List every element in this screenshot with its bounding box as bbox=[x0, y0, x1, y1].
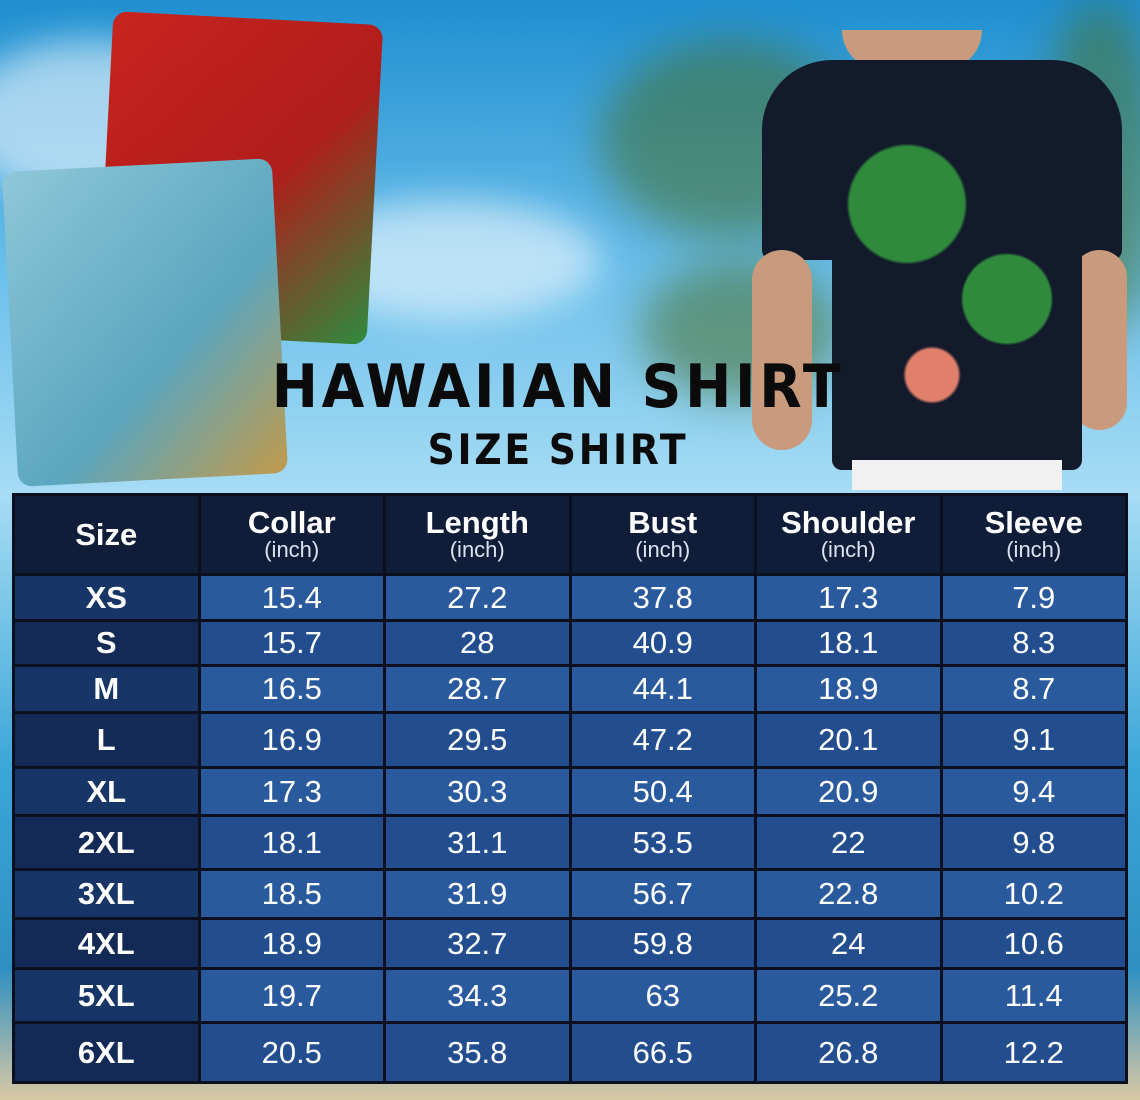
cell-bust: 63 bbox=[568, 967, 757, 1024]
cell-bust: 40.9 bbox=[568, 619, 757, 667]
cell-size: XS bbox=[12, 573, 201, 622]
cell-length: 28 bbox=[383, 619, 572, 667]
cell-collar: 20.5 bbox=[197, 1021, 386, 1084]
cell-collar: 17.3 bbox=[197, 766, 386, 817]
cell-shoulder: 20.9 bbox=[754, 766, 943, 817]
table-row: 5XL 19.7 34.3 63 25.2 11.4 bbox=[12, 967, 1128, 1024]
cell-size: 5XL bbox=[12, 967, 201, 1024]
table-row: 6XL 20.5 35.8 66.5 26.8 12.2 bbox=[12, 1021, 1128, 1084]
cell-size: 4XL bbox=[12, 917, 201, 970]
cell-shoulder: 26.8 bbox=[754, 1021, 943, 1084]
cell-size: 6XL bbox=[12, 1021, 201, 1084]
cell-sleeve: 9.1 bbox=[939, 711, 1128, 769]
cell-collar: 15.4 bbox=[197, 573, 386, 622]
cell-shoulder: 22 bbox=[754, 814, 943, 871]
cell-shoulder: 25.2 bbox=[754, 967, 943, 1024]
cell-sleeve: 9.8 bbox=[939, 814, 1128, 871]
cell-length: 30.3 bbox=[383, 766, 572, 817]
cell-size: M bbox=[12, 664, 201, 714]
cell-size: 2XL bbox=[12, 814, 201, 871]
cell-size: S bbox=[12, 619, 201, 667]
cell-length: 31.9 bbox=[383, 868, 572, 920]
cell-sleeve: 9.4 bbox=[939, 766, 1128, 817]
cell-length: 34.3 bbox=[383, 967, 572, 1024]
table-header-row: Size Collar (inch) Length (inch) Bust (inch… bbox=[12, 493, 1128, 576]
column-header-collar: Collar (inch) bbox=[197, 493, 386, 576]
cell-collar: 15.7 bbox=[197, 619, 386, 667]
cell-shoulder: 18.9 bbox=[754, 664, 943, 714]
cell-length: 29.5 bbox=[383, 711, 572, 769]
cell-length: 35.8 bbox=[383, 1021, 572, 1084]
cell-bust: 44.1 bbox=[568, 664, 757, 714]
cell-length: 31.1 bbox=[383, 814, 572, 871]
cell-length: 28.7 bbox=[383, 664, 572, 714]
cell-sleeve: 10.2 bbox=[939, 868, 1128, 920]
cell-shoulder: 17.3 bbox=[754, 573, 943, 622]
cell-bust: 59.8 bbox=[568, 917, 757, 970]
cell-bust: 66.5 bbox=[568, 1021, 757, 1084]
cell-length: 27.2 bbox=[383, 573, 572, 622]
cell-shoulder: 22.8 bbox=[754, 868, 943, 920]
column-header-sleeve: Sleeve (inch) bbox=[939, 493, 1128, 576]
table-row: XL 17.3 30.3 50.4 20.9 9.4 bbox=[12, 766, 1128, 817]
cell-collar: 16.5 bbox=[197, 664, 386, 714]
cell-shoulder: 24 bbox=[754, 917, 943, 970]
table-row: S 15.7 28 40.9 18.1 8.3 bbox=[12, 619, 1128, 667]
page-title: HAWAIIAN SHIRT bbox=[271, 352, 845, 422]
cell-collar: 18.9 bbox=[197, 917, 386, 970]
column-header-length: Length (inch) bbox=[383, 493, 572, 576]
cell-sleeve: 11.4 bbox=[939, 967, 1128, 1024]
table-row: 3XL 18.5 31.9 56.7 22.8 10.2 bbox=[12, 868, 1128, 920]
cell-bust: 37.8 bbox=[568, 573, 757, 622]
cell-length: 32.7 bbox=[383, 917, 572, 970]
cell-size: XL bbox=[12, 766, 201, 817]
cell-shoulder: 20.1 bbox=[754, 711, 943, 769]
table-row: 4XL 18.9 32.7 59.8 24 10.6 bbox=[12, 917, 1128, 970]
page-subtitle: SIZE SHIRT bbox=[427, 425, 689, 474]
table-row: XS 15.4 27.2 37.8 17.3 7.9 bbox=[12, 573, 1128, 622]
table-row: L 16.9 29.5 47.2 20.1 9.1 bbox=[12, 711, 1128, 769]
size-chart-table: Size Collar (inch) Length (inch) Bust (inch… bbox=[12, 493, 1128, 1084]
cell-collar: 16.9 bbox=[197, 711, 386, 769]
model-shirt-image bbox=[752, 30, 1130, 490]
cell-sleeve: 8.3 bbox=[939, 619, 1128, 667]
table-row: 2XL 18.1 31.1 53.5 22 9.8 bbox=[12, 814, 1128, 871]
cell-bust: 53.5 bbox=[568, 814, 757, 871]
column-header-size: Size bbox=[12, 493, 201, 576]
cell-shoulder: 18.1 bbox=[754, 619, 943, 667]
cell-sleeve: 7.9 bbox=[939, 573, 1128, 622]
column-header-shoulder: Shoulder (inch) bbox=[754, 493, 943, 576]
cell-collar: 19.7 bbox=[197, 967, 386, 1024]
cell-bust: 47.2 bbox=[568, 711, 757, 769]
cell-size: L bbox=[12, 711, 201, 769]
table-row: M 16.5 28.7 44.1 18.9 8.7 bbox=[12, 664, 1128, 714]
cell-collar: 18.5 bbox=[197, 868, 386, 920]
cell-sleeve: 12.2 bbox=[939, 1021, 1128, 1084]
cell-bust: 56.7 bbox=[568, 868, 757, 920]
cell-collar: 18.1 bbox=[197, 814, 386, 871]
cell-bust: 50.4 bbox=[568, 766, 757, 817]
cell-sleeve: 8.7 bbox=[939, 664, 1128, 714]
cell-sleeve: 10.6 bbox=[939, 917, 1128, 970]
cell-size: 3XL bbox=[12, 868, 201, 920]
column-header-bust: Bust (inch) bbox=[568, 493, 757, 576]
